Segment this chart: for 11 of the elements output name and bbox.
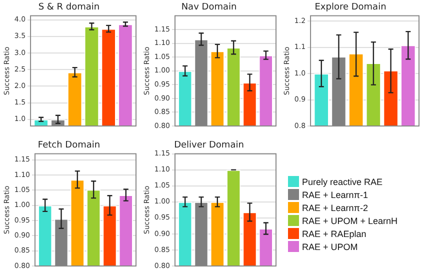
- chart-title: S & R domain: [38, 2, 100, 13]
- legend-label: RAE + Learnπ-1: [302, 190, 368, 200]
- legend-label: Purely reactive RAE: [302, 177, 383, 187]
- legend-label: RAE + Learnπ-2: [302, 203, 368, 213]
- chart-title: Explore Domain: [314, 2, 386, 13]
- legend-label: RAE + RAEplan: [302, 229, 366, 239]
- chart-title: Fetch Domain: [38, 140, 100, 151]
- chart-title: Deliver Domain: [174, 140, 244, 151]
- legend-label: RAE + UPOM: [302, 242, 358, 252]
- chart-title: Nav Domain: [181, 2, 237, 13]
- legend-label: RAE + UPOM + LearnH: [302, 216, 398, 226]
